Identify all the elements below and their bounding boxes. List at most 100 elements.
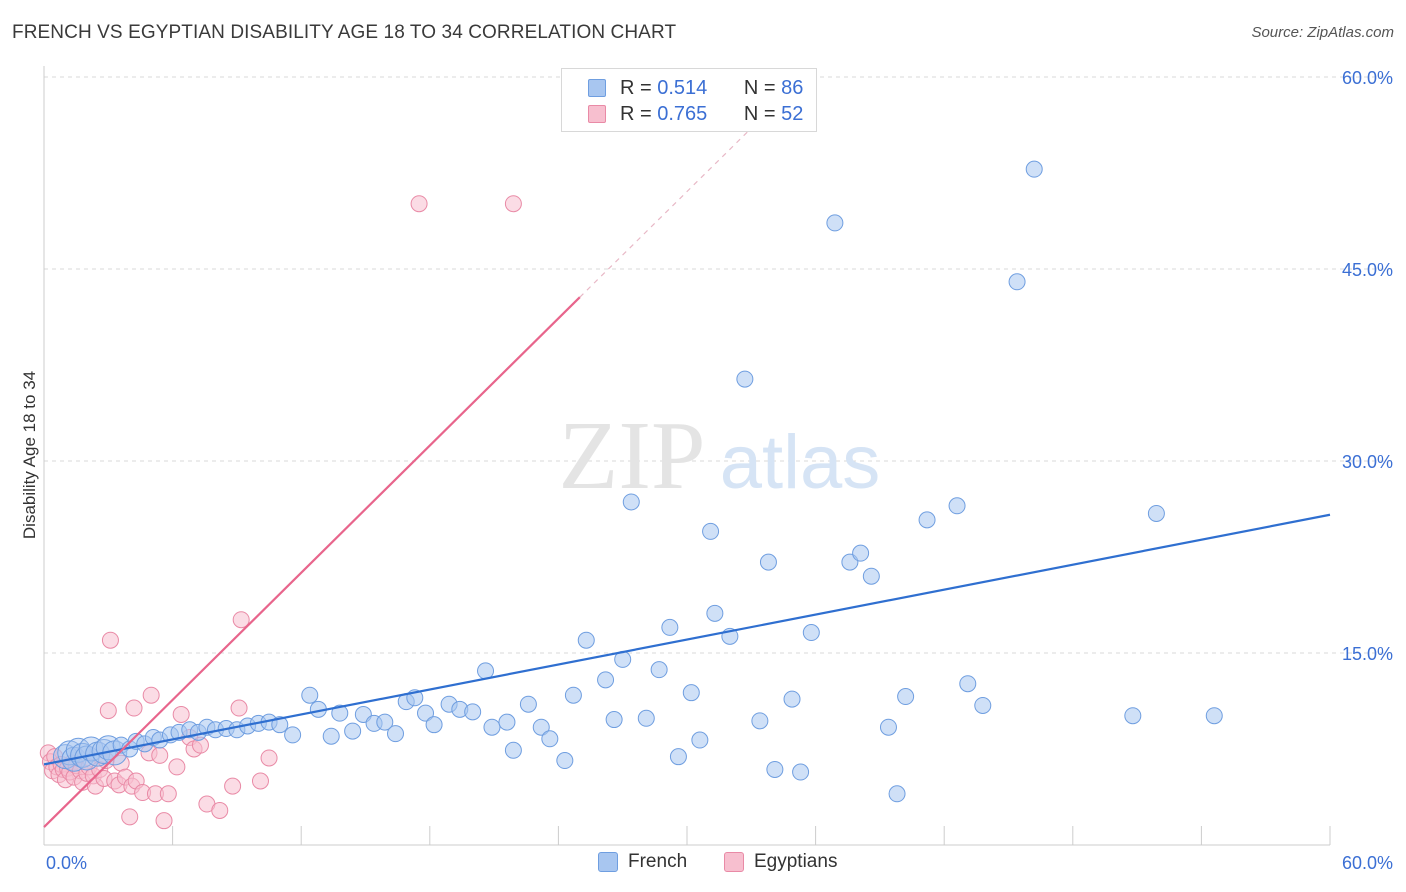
french-point [792,763,810,781]
gridlines [44,76,1394,654]
watermark-atlas: atlas [720,420,881,505]
french-point [766,760,784,778]
egyptians-point [159,785,177,803]
egyptians-point [232,611,250,629]
french-point [702,522,720,540]
egyptians-points [39,195,522,830]
tick-labels: 15.0% 30.0% 45.0% 60.0% 0.0% 60.0% [46,68,1393,873]
egyptians-point [410,195,428,213]
french-point [751,712,769,730]
egyptians-point [168,758,186,776]
french-point [736,370,754,388]
french-points [52,160,1223,803]
french-point [1124,707,1142,725]
correlation-legend: R = 0.514 N = 86 R = 0.765 N = 52 [561,68,817,132]
french-point [532,718,550,736]
legend-r-label: R = [620,102,652,125]
egyptians-point [251,772,269,790]
french-point [344,722,362,740]
egyptians-point [172,705,190,723]
french-point [783,690,801,708]
french-point [682,684,700,702]
french-point [826,214,844,232]
french-point [1025,160,1043,178]
french-point [622,493,640,511]
egyptians-point [101,631,119,649]
bottom-legend-label-egyptians: Egyptians [754,851,838,872]
legend-n-label: N = [743,76,776,99]
french-point [948,497,966,515]
bottom-legend-swatch-egyptians [724,852,744,872]
egyptians-point [224,777,242,795]
french-point [706,604,724,622]
french-point [556,752,574,770]
egyptians-trendline [43,296,581,828]
egyptians-point [99,702,117,720]
french-point [331,704,349,722]
bottom-legend-french: French [598,851,687,873]
egyptians-point [260,749,278,767]
egyptians-point [151,746,169,764]
french-point [802,624,820,642]
y-tick-label: 45.0% [1342,260,1393,280]
french-point [974,696,992,714]
french-point [897,688,915,706]
french-point [888,785,906,803]
legend-swatch-egyptians [588,105,606,123]
french-point [959,675,977,693]
french-point [879,718,897,736]
legend-r-label: R = [620,76,652,99]
watermark-zip: ZIP [559,402,706,510]
egyptians-point [155,812,173,830]
french-point [301,686,319,704]
french-point [661,618,679,636]
y-tick-label: 30.0% [1342,452,1393,472]
legend-n-label: N = [743,102,776,125]
bottom-legend-swatch-french [598,852,618,872]
x-tick-label: 0.0% [46,853,87,873]
french-point [322,727,340,745]
bottom-legend-label-french: French [628,851,688,872]
french-point [387,725,405,743]
legend-r-value: 0.514 [657,76,708,99]
french-point [483,718,501,736]
egyptians-point [504,195,522,213]
french-point [541,730,559,748]
french-point [519,695,537,713]
french-point [577,631,595,649]
french-point [691,731,709,749]
egyptians-point [121,808,139,826]
french-point [376,713,394,731]
french-point [605,711,623,729]
legend-n-value: 52 [781,102,804,125]
watermark: ZIP atlas [559,402,881,510]
french-point [425,716,443,734]
axes [43,66,1331,846]
french-point [1205,707,1223,725]
french-point [650,661,668,679]
y-tick-label: 60.0% [1342,68,1393,88]
legend-r-value: 0.765 [657,102,708,125]
french-point [464,703,482,721]
bottom-legend-egyptians: Egyptians [724,851,837,873]
egyptians-point [142,686,160,704]
french-point [759,553,777,571]
legend-row-egyptians: R = 0.765 N = 52 [588,101,803,127]
legend-n-value: 86 [781,76,804,99]
french-point [669,748,687,766]
egyptians-point [230,699,248,717]
legend-row-french: R = 0.514 N = 86 [588,75,803,101]
egyptians-point [125,699,143,717]
french-point [1147,504,1165,522]
french-point [284,726,302,744]
french-point [271,716,289,734]
egyptians-point [211,801,229,819]
egyptians-trendline-extension [579,127,752,298]
y-tick-label: 15.0% [1342,644,1393,664]
french-point [564,686,582,704]
french-point [852,544,870,562]
french-point [862,567,880,585]
chart-title: FRENCH VS EGYPTIAN DISABILITY AGE 18 TO … [12,22,677,43]
french-point [918,511,936,529]
